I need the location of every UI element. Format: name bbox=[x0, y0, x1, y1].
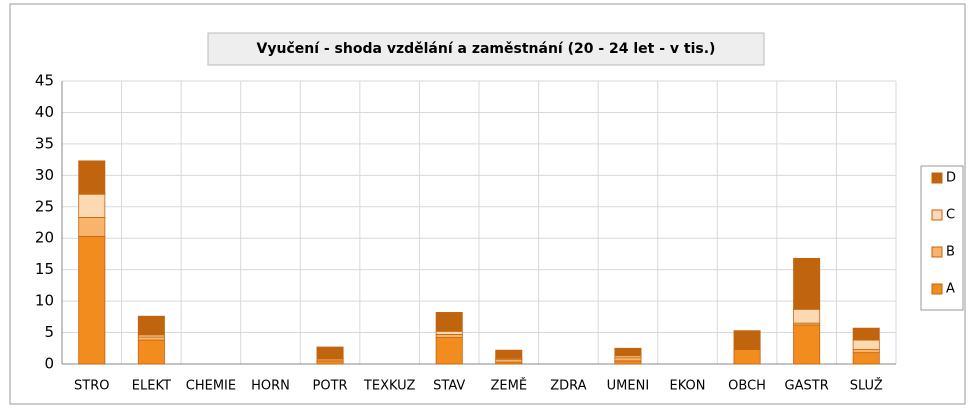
legend-box bbox=[920, 165, 964, 311]
legend-swatch bbox=[931, 209, 943, 221]
bar-segment bbox=[793, 324, 821, 365]
bar-segment bbox=[852, 339, 880, 350]
bar-segment bbox=[78, 235, 106, 365]
bar-segment bbox=[78, 193, 106, 218]
legend-label: D bbox=[946, 171, 956, 186]
chart-title: Vyučení - shoda vzdělání a zaměstnání (2… bbox=[257, 41, 716, 57]
bar-segment bbox=[793, 308, 821, 324]
y-tick-label: 5 bbox=[44, 323, 54, 341]
y-tick-label: 15 bbox=[35, 260, 54, 278]
bar-segment bbox=[435, 312, 463, 332]
y-tick-label: 40 bbox=[35, 103, 54, 121]
x-tick-label: GASTR bbox=[785, 379, 829, 394]
x-tick-label: POTR bbox=[313, 379, 348, 394]
bar-segment bbox=[137, 315, 165, 336]
bar-segment bbox=[793, 257, 821, 310]
x-tick-label: STAV bbox=[433, 379, 465, 394]
y-tick-label: 20 bbox=[35, 229, 54, 247]
x-tick-label: OBCH bbox=[728, 379, 766, 394]
bar-segment bbox=[435, 330, 463, 335]
bar-segment bbox=[435, 337, 463, 365]
x-tick-label: SLUŽ bbox=[850, 378, 883, 394]
bar-segment bbox=[316, 346, 344, 359]
x-tick-label: EKON bbox=[670, 379, 706, 394]
legend-label: C bbox=[946, 208, 955, 223]
y-tick-label: 0 bbox=[44, 355, 54, 373]
legend-label: B bbox=[946, 245, 955, 260]
bar-segment bbox=[852, 327, 880, 341]
x-tick-label: ELEKT bbox=[132, 379, 171, 394]
bar-segment bbox=[614, 357, 642, 362]
y-tick-label: 30 bbox=[35, 166, 54, 184]
x-tick-label: CHEMIE bbox=[186, 379, 236, 394]
bar-segment bbox=[78, 160, 106, 195]
x-tick-label: ZDRA bbox=[550, 379, 586, 394]
y-tick-label: 45 bbox=[35, 72, 54, 90]
y-tick-label: 35 bbox=[35, 134, 54, 152]
x-tick-label: STRO bbox=[74, 379, 109, 394]
bar-segment bbox=[495, 349, 523, 359]
bar-segment bbox=[316, 360, 344, 365]
y-tick-label: 10 bbox=[35, 292, 54, 310]
x-tick-label: UMENI bbox=[607, 379, 650, 394]
bar-segment bbox=[733, 330, 761, 349]
legend-swatch bbox=[931, 246, 943, 258]
bar-segment bbox=[614, 347, 642, 357]
x-tick-label: HORN bbox=[251, 379, 290, 394]
legend-label: A bbox=[946, 282, 955, 297]
bar-segment bbox=[137, 339, 165, 365]
bar-segment bbox=[733, 349, 761, 365]
bar-segment bbox=[78, 217, 106, 237]
bar-segment bbox=[137, 336, 165, 341]
bar-segment bbox=[852, 349, 880, 354]
legend-swatch bbox=[931, 283, 943, 295]
y-tick-label: 25 bbox=[35, 197, 54, 215]
title-box bbox=[207, 32, 765, 66]
x-tick-label: TEXKUZ bbox=[363, 379, 416, 394]
x-tick-label: ZEMĚ bbox=[491, 378, 528, 394]
legend-swatch bbox=[931, 172, 943, 184]
bar-segment bbox=[435, 334, 463, 338]
bar-segment bbox=[852, 352, 880, 365]
bar-segment bbox=[614, 360, 642, 365]
